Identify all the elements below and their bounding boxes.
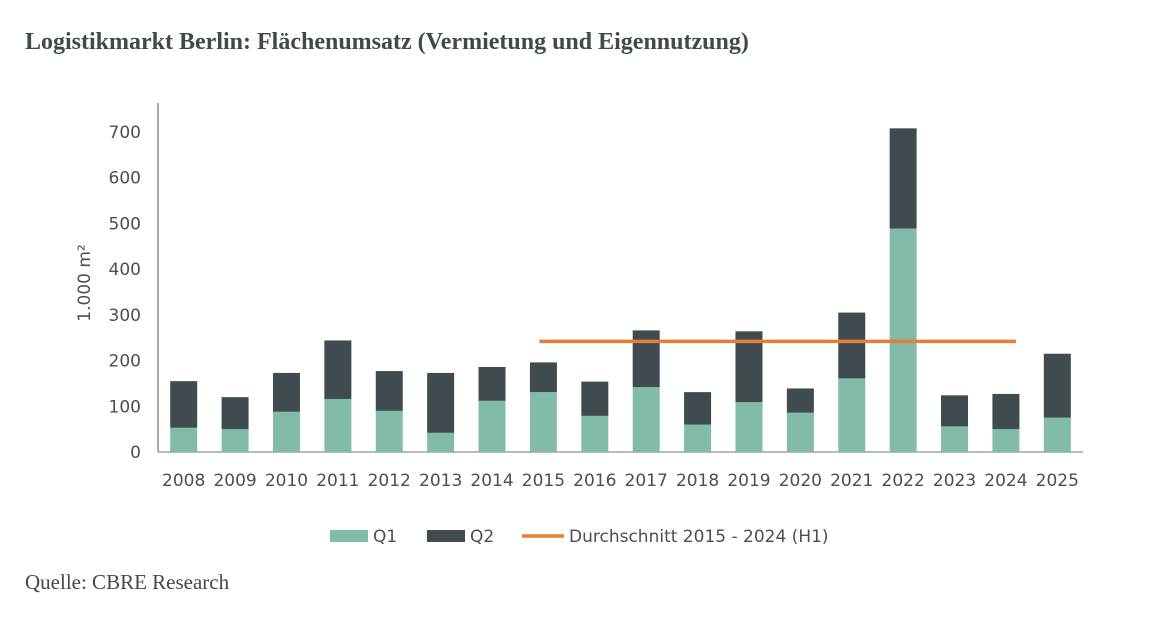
x-tick-label: 2021 [830, 471, 873, 491]
bar-q2-2022 [889, 128, 917, 229]
y-tick-label: 700 [109, 123, 141, 143]
legend-label-average: Durchschnitt 2015 - 2024 (H1) [569, 527, 829, 547]
legend-swatch-q2 [427, 530, 465, 542]
bar-q2-2025 [1043, 353, 1071, 418]
x-axis: 2008 2009 2010 2011 2012 2013 2014 2015 2016 2017… [158, 451, 1083, 491]
bar-q2-2009 [221, 397, 249, 430]
chart-title: Logistikmarkt Berlin: Flächenumsatz (Ver… [25, 29, 749, 55]
bar-q1-2025 [1043, 417, 1071, 452]
legend-label-q1: Q1 [373, 527, 397, 547]
bar-q1-2008 [170, 427, 198, 452]
x-tick-label: 2019 [727, 471, 770, 491]
bar-q1-2017 [632, 387, 660, 452]
y-tick-label: 500 [109, 214, 141, 234]
y-axis-label: 1.000 m² [75, 244, 95, 321]
y-axis: 0 100 200 300 400 500 600 700 [109, 103, 159, 463]
bar-q1-2024 [992, 429, 1020, 452]
legend: Q1 Q2 Durchschnitt 2015 - 2024 (H1) [330, 527, 829, 547]
bar-q1-2013 [427, 432, 455, 452]
y-tick-label: 100 [109, 397, 141, 417]
y-tick-label: 400 [109, 260, 141, 280]
x-tick-label: 2017 [625, 471, 668, 491]
bar-q1-2009 [221, 429, 249, 452]
bars [170, 128, 1071, 452]
x-tick-label: 2023 [933, 471, 976, 491]
x-tick-label: 2014 [470, 471, 513, 491]
x-tick-label: 2013 [419, 471, 462, 491]
bar-q2-2008 [170, 381, 198, 428]
source-note: Quelle: CBRE Research [25, 570, 230, 594]
bar-q1-2018 [684, 424, 712, 452]
x-tick-label: 2009 [213, 471, 256, 491]
bar-q2-2019 [735, 331, 763, 403]
x-tick-label: 2018 [676, 471, 719, 491]
x-tick-label: 2020 [779, 471, 822, 491]
x-tick-label: 2016 [573, 471, 616, 491]
x-tick-label: 2012 [368, 471, 411, 491]
bar-q2-2015 [529, 362, 557, 393]
bar-q1-2014 [478, 400, 506, 452]
x-tick-label: 2024 [984, 471, 1027, 491]
y-tick-label: 600 [109, 169, 141, 189]
bar-q2-2018 [684, 392, 712, 425]
legend-swatch-q1 [330, 530, 368, 542]
x-tick-label: 2022 [882, 471, 925, 491]
legend-label-q2: Q2 [470, 527, 494, 547]
bar-q2-2020 [786, 388, 814, 413]
bar-q1-2020 [786, 412, 814, 452]
x-tick-label: 2025 [1036, 471, 1079, 491]
bar-q2-2021 [838, 312, 866, 379]
x-tick-label: 2010 [265, 471, 308, 491]
bar-q1-2016 [581, 415, 609, 452]
bar-q2-2016 [581, 381, 609, 416]
bar-q2-2013 [427, 372, 455, 433]
bar-q1-2011 [324, 398, 352, 452]
bar-q2-2011 [324, 340, 352, 399]
x-tick-label: 2015 [522, 471, 565, 491]
bar-q2-2014 [478, 366, 506, 401]
x-tick-label: 2008 [162, 471, 205, 491]
bar-q2-2012 [375, 371, 403, 411]
bar-q1-2023 [941, 426, 969, 452]
y-tick-label: 0 [130, 443, 141, 463]
bar-q1-2012 [375, 410, 403, 452]
bar-q2-2023 [941, 395, 969, 427]
bar-q1-2021 [838, 378, 866, 452]
bar-q1-2015 [529, 392, 557, 452]
bar-q1-2010 [272, 411, 300, 452]
y-tick-label: 200 [109, 352, 141, 372]
bar-q2-2010 [272, 372, 300, 412]
y-tick-label: 300 [109, 306, 141, 326]
bar-q2-2024 [992, 393, 1020, 430]
x-tick-label: 2011 [316, 471, 359, 491]
bar-q1-2019 [735, 402, 763, 452]
bar-q2-2017 [632, 330, 660, 388]
